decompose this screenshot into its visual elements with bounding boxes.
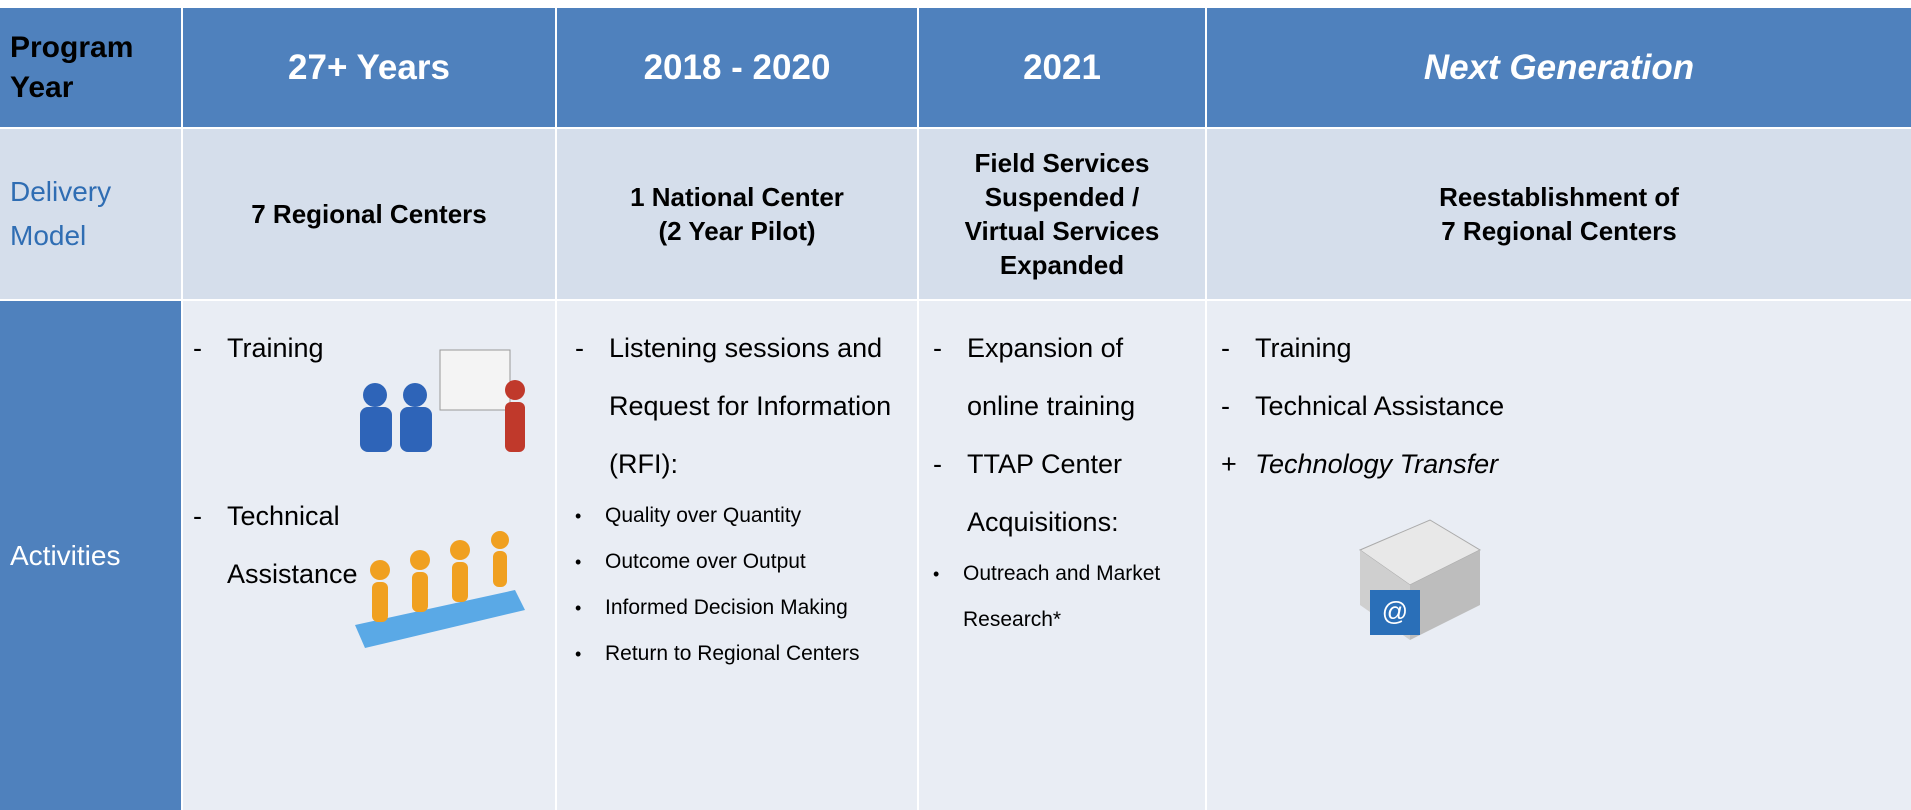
activities-cell: - Expansion of online training - TTAP Cente… — [919, 301, 1205, 810]
delivery-cell: 1 National Center (2 Year Pilot) — [557, 129, 917, 299]
list-item: - Technical Assistance — [1221, 377, 1541, 435]
list-text: Listening sessions and Request for Infor… — [609, 333, 892, 479]
list-item: • Outcome over Output — [575, 539, 905, 585]
cell-text: Virtual Services — [964, 216, 1160, 246]
header-cell: Next Generation — [1207, 8, 1911, 127]
list-item: • Quality over Quantity — [575, 493, 905, 539]
header-cell: Program Year — [0, 8, 181, 127]
list-text: Training — [1255, 333, 1352, 363]
list-text: TTAP Center Acquisitions: — [967, 449, 1123, 537]
list-marker: - — [933, 333, 942, 363]
list-text: Outcome over Output — [605, 550, 806, 573]
list-marker: • — [575, 552, 582, 572]
delivery-cell: Reestablishment of 7 Regional Centers — [1207, 129, 1911, 299]
list-text: Technical Assistance — [1255, 391, 1505, 421]
puzzle-clipart: @ — [1358, 519, 1482, 640]
list-item: - Training — [1221, 319, 1541, 377]
list-marker: - — [933, 449, 942, 479]
list-text: Training — [227, 333, 324, 363]
row-label: Delivery Model — [0, 129, 181, 299]
cell-text: Suspended / — [984, 182, 1140, 212]
header-cell: 2021 — [919, 8, 1205, 127]
cell-text: Reestablishment of — [1439, 182, 1679, 212]
cell-text: 7 Regional Centers — [1441, 216, 1677, 246]
list-marker: - — [575, 333, 584, 363]
list-marker: • — [575, 506, 582, 526]
list-text: Expansion of online training — [967, 333, 1136, 421]
list-item: - Expansion of online training — [933, 319, 1183, 435]
list-text: Outreach and Market Research* — [963, 562, 1161, 631]
list-marker: - — [1221, 391, 1230, 421]
list-marker: - — [193, 333, 202, 363]
list-marker: - — [1221, 333, 1230, 363]
activities-cell: - Training - Technical Assistance + Technolog… — [1207, 301, 1911, 810]
list-marker: • — [575, 598, 582, 618]
cell-text: Field Services — [974, 148, 1150, 178]
header-cell: 2018 - 2020 — [557, 8, 917, 127]
cell-text: Expanded — [999, 250, 1125, 280]
list-marker: + — [1221, 449, 1237, 479]
list-item: • Informed Decision Making — [575, 585, 905, 631]
list-marker: • — [575, 644, 582, 664]
delivery-cell: Field Services Suspended / Virtual Service… — [919, 129, 1205, 299]
row-label: Activities — [0, 301, 181, 810]
list-text: Quality over Quantity — [605, 504, 802, 527]
training-clipart — [360, 349, 525, 452]
cell-text: 1 National Center — [630, 182, 844, 212]
list-item: - Listening sessions and Request for Info… — [575, 319, 905, 493]
list-marker: • — [933, 564, 940, 584]
list-text: Technology Transfer — [1255, 449, 1499, 479]
list-text: Informed Decision Making — [605, 596, 848, 619]
cell-text: (2 Year Pilot) — [658, 216, 816, 246]
list-text: Technical Assistance — [227, 501, 358, 589]
list-item: • Outreach and Market Research* — [933, 551, 1183, 643]
list-item: - TTAP Center Acquisitions: — [933, 435, 1183, 551]
activities-cell: - Listening sessions and Request for Info… — [557, 301, 917, 810]
list-item: - Technical Assistance — [193, 487, 393, 603]
svg-text:@: @ — [1382, 596, 1408, 626]
list-marker: - — [193, 501, 202, 531]
delivery-cell: 7 Regional Centers — [183, 129, 555, 299]
list-item: • Return to Regional Centers — [575, 631, 905, 677]
list-item: - Training — [193, 319, 393, 377]
list-item: + Technology Transfer — [1221, 435, 1541, 493]
header-cell: 27+ Years — [183, 8, 555, 127]
list-text: Return to Regional Centers — [605, 642, 860, 665]
cell-text: 7 Regional Centers — [251, 199, 487, 229]
team-clipart — [355, 531, 525, 648]
